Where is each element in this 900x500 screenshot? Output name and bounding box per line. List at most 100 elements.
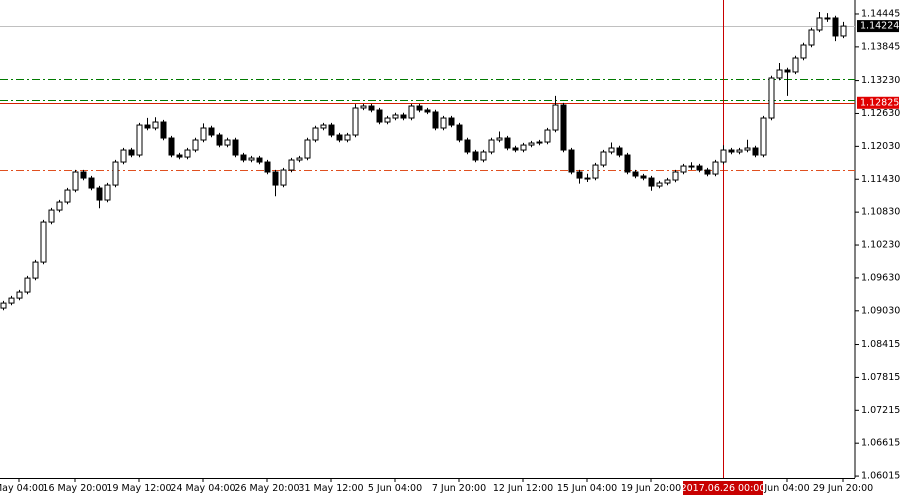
- candle-body: [344, 134, 351, 141]
- candle-body: [160, 121, 167, 139]
- candle-body: [432, 111, 439, 129]
- candle-body: [216, 134, 223, 146]
- candle-body: [472, 151, 479, 161]
- x-tick-label: 19 May 12:00: [106, 483, 171, 494]
- candle-body: [768, 77, 775, 119]
- candle-body: [184, 149, 191, 158]
- candle-body: [8, 297, 15, 304]
- price-label: 1.14224: [860, 21, 899, 32]
- x-tick-label: 31 May 12:00: [298, 483, 363, 494]
- y-tick-label: 1.12030: [861, 141, 900, 152]
- candle-body: [776, 69, 783, 79]
- candle-body: [512, 147, 519, 151]
- candle-body: [800, 44, 807, 59]
- candle-body: [600, 151, 607, 166]
- y-tick-label: 1.10230: [861, 240, 900, 251]
- candle-body: [704, 169, 711, 175]
- x-tick-label: Jun 04:00: [763, 483, 809, 494]
- candle-body: [64, 189, 71, 203]
- candle-body: [320, 124, 327, 129]
- candle-body: [360, 105, 367, 109]
- candle-body: [288, 159, 295, 171]
- candle-body: [760, 117, 767, 156]
- candle-body: [256, 157, 263, 163]
- x-tick-label: 7 Jun 20:00: [432, 483, 486, 494]
- candle-body: [400, 114, 407, 119]
- candle-body: [568, 149, 575, 173]
- x-tick-label: 15 Jun 04:00: [557, 483, 617, 494]
- y-tick-label: 1.07815: [861, 372, 900, 383]
- y-tick-label: 1.12630: [861, 108, 900, 119]
- candle-body: [120, 149, 127, 163]
- candle-body: [488, 139, 495, 153]
- y-tick-label: 1.06015: [861, 471, 900, 482]
- candle-body: [656, 182, 663, 187]
- candle-body: [496, 137, 503, 141]
- candle-body: [832, 17, 839, 37]
- candle-body: [816, 17, 823, 31]
- candle-body: [136, 124, 143, 156]
- candle-body: [280, 169, 287, 186]
- candle-body: [272, 171, 279, 186]
- crosshair-label: 2017.06.26 00:00: [681, 483, 766, 494]
- candle-body: [176, 154, 183, 158]
- y-tick-label: 1.13230: [861, 75, 900, 86]
- candle-body: [632, 171, 639, 177]
- candle-body: [104, 184, 111, 201]
- x-tick-label: 12 Jun 12:00: [493, 483, 553, 494]
- candle-body: [672, 171, 679, 181]
- candle-body: [640, 175, 647, 179]
- candle-body: [40, 221, 47, 263]
- candle-body: [688, 165, 695, 168]
- candle-body: [664, 179, 671, 184]
- candle-body: [304, 139, 311, 159]
- candle-body: [96, 187, 103, 201]
- x-tick-label: 16 May 20:00: [42, 483, 107, 494]
- candle-body: [24, 277, 31, 293]
- candle-body: [712, 161, 719, 175]
- candle-body: [232, 139, 239, 156]
- candle-body: [328, 124, 335, 136]
- candle-body: [504, 137, 511, 149]
- y-tick-label: 1.08415: [861, 339, 900, 350]
- candle-body: [744, 147, 751, 151]
- candle-body: [200, 127, 207, 141]
- candle-body: [608, 147, 615, 153]
- candle-body: [728, 149, 735, 153]
- candle-body: [784, 69, 791, 73]
- candle-body: [32, 261, 39, 279]
- price-label-box: [857, 96, 899, 109]
- candle-body: [720, 149, 727, 163]
- candle-body: [16, 291, 23, 299]
- candle-body: [248, 157, 255, 161]
- candle-body: [624, 154, 631, 173]
- candle-body: [88, 177, 95, 189]
- y-tick-label: 1.06615: [861, 438, 900, 449]
- candle-body: [192, 139, 199, 151]
- candle-body: [808, 29, 815, 46]
- candle-body: [0, 302, 7, 309]
- candle-body: [560, 104, 567, 151]
- candle-body: [80, 171, 87, 179]
- candle-body: [56, 201, 63, 211]
- candle-body: [240, 154, 247, 161]
- price-label: 1.12825: [860, 97, 899, 108]
- y-tick-label: 1.09030: [861, 305, 900, 316]
- candle-body: [576, 171, 583, 179]
- candle-body: [544, 129, 551, 143]
- candle-body: [448, 117, 455, 126]
- candle-body: [264, 161, 271, 173]
- candle-body: [336, 134, 343, 141]
- candle-body: [840, 25, 847, 37]
- y-tick-label: 1.13845: [861, 41, 900, 52]
- candle-body: [376, 109, 383, 123]
- candle-body: [440, 117, 447, 129]
- candle-body: [368, 105, 375, 111]
- candle-body: [824, 17, 831, 20]
- candle-body: [392, 114, 399, 119]
- crosshair-label-box: [683, 481, 763, 495]
- y-tick-label: 1.09630: [861, 272, 900, 283]
- y-tick-label: 1.14445: [861, 8, 900, 19]
- candle-body: [424, 109, 431, 113]
